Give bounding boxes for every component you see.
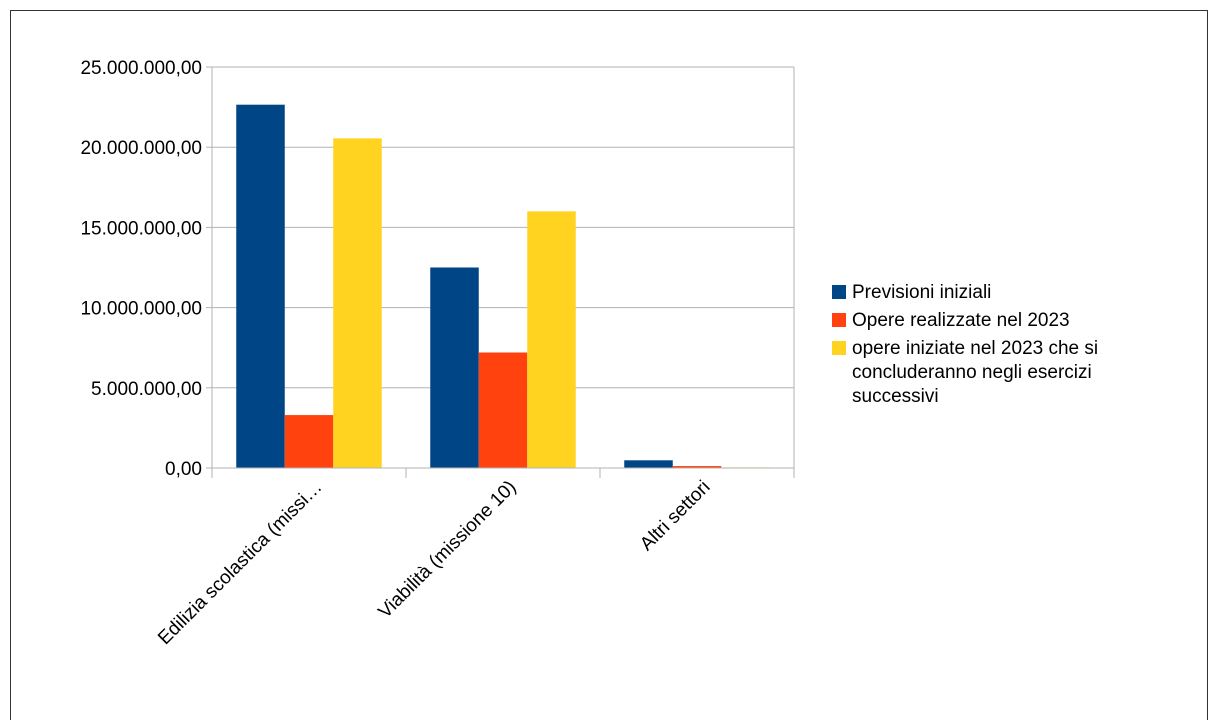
x-tick-labels: Edilizia scolastica (missi… Viabilità (mi… <box>154 477 714 649</box>
bar <box>527 211 576 469</box>
axes <box>206 66 795 478</box>
bars <box>236 104 770 469</box>
bar <box>478 352 528 468</box>
bar <box>624 460 673 468</box>
y-tick-label: 25.000.000,00 <box>80 58 202 79</box>
bar <box>284 415 334 468</box>
legend-label: concluderanno negli esercizi <box>852 362 1092 383</box>
y-tick-labels: 0,00 5.000.000,00 10.000.000,00 15.000.000,… <box>80 58 202 480</box>
legend-label: Previsioni iniziali <box>852 282 991 303</box>
legend-label: opere iniziate nel 2023 che si <box>852 338 1098 359</box>
legend: Previsioni iniziali Opere realizzate nel … <box>832 282 1098 407</box>
gridlines <box>212 66 795 468</box>
y-tick-label: 5.000.000,00 <box>91 379 202 400</box>
x-tick-label: Altri settori <box>636 477 714 555</box>
y-tick-label: 0,00 <box>165 459 202 480</box>
legend-swatch <box>832 341 846 355</box>
legend-swatch <box>832 313 846 327</box>
bar <box>430 267 479 468</box>
bar <box>236 104 285 468</box>
y-tick-label: 10.000.000,00 <box>80 299 202 320</box>
legend-label: Opere realizzate nel 2023 <box>852 310 1070 331</box>
legend-swatch <box>832 285 846 299</box>
bar <box>672 466 722 468</box>
legend-label: successivi <box>852 386 939 407</box>
bar <box>333 138 382 469</box>
y-tick-label: 15.000.000,00 <box>80 218 202 239</box>
y-tick-label: 20.000.000,00 <box>80 138 202 159</box>
x-tick-label: Edilizia scolastica (missi… <box>154 477 326 649</box>
x-tick-label: Viabilità (missione 10) <box>375 477 521 623</box>
